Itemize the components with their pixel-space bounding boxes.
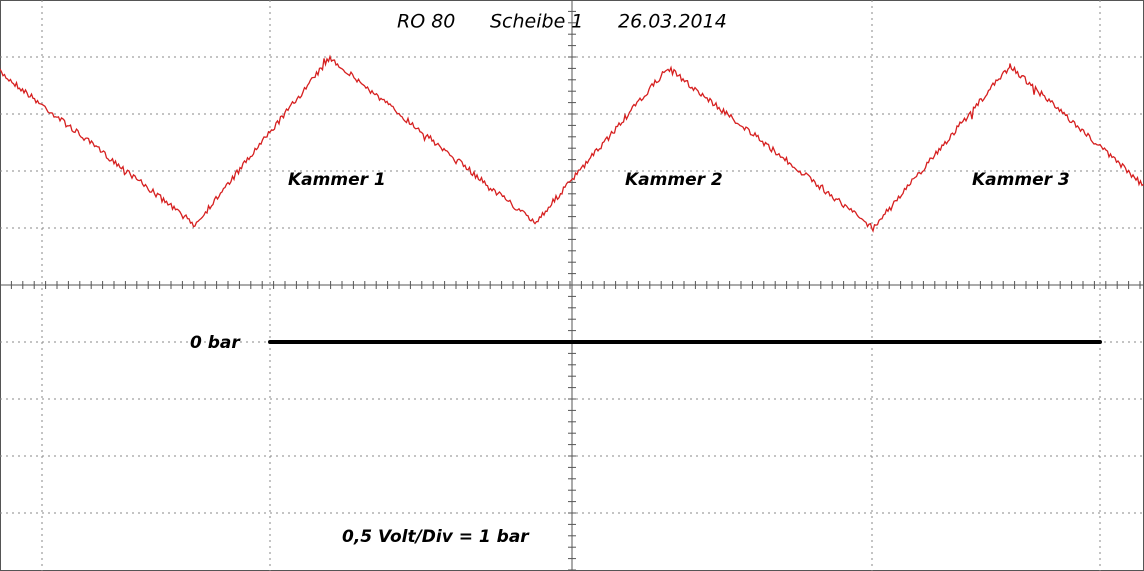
title-date: 26.03.2014 — [618, 11, 727, 33]
chamber-label: Kammer 1 — [288, 170, 386, 190]
title-disc: Scheibe 1 — [490, 11, 583, 33]
chamber-label: Kammer 3 — [972, 170, 1070, 190]
pressure-trace — [0, 54, 1144, 233]
zero-label: 0 bar — [190, 333, 241, 353]
title-engine: RO 80 — [397, 11, 455, 33]
scale-label: 0,5 Volt/Div = 1 bar — [342, 527, 530, 547]
chamber-label: Kammer 2 — [625, 170, 723, 190]
